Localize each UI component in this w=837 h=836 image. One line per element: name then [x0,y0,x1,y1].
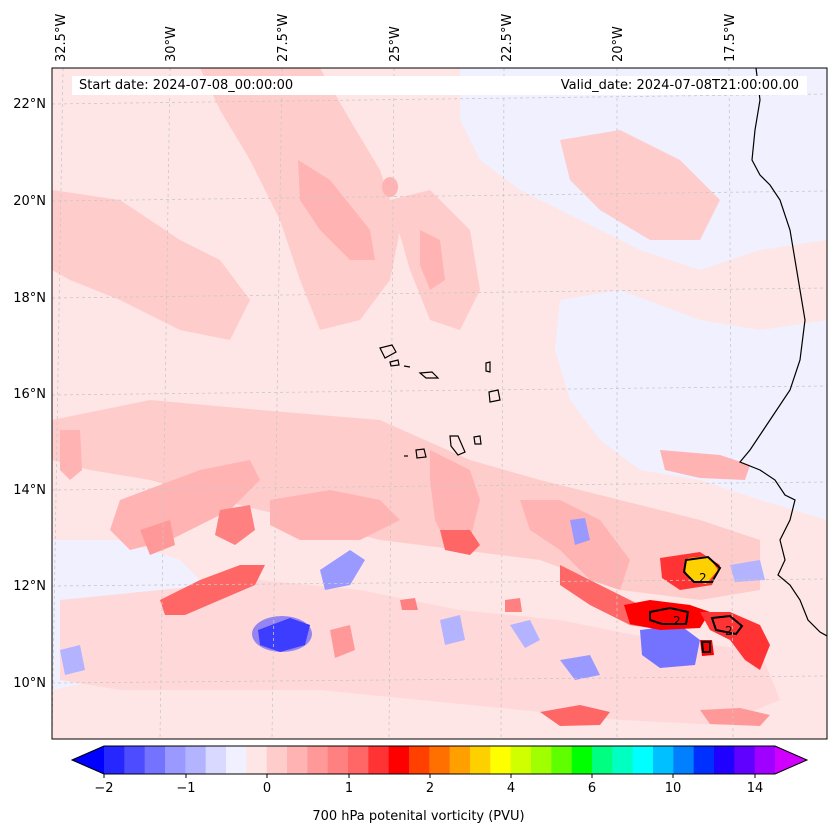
colorbar-swatch [693,746,715,774]
contour-label: 2 [699,571,707,585]
latitude-label: 14°N [13,483,46,498]
pv-field: 2 2 2 [52,68,827,739]
colorbar-extend-max [775,746,807,774]
longitude-label: 27.5°W [276,13,291,62]
colorbar-swatch [653,746,674,774]
colorbar-swatch [388,746,410,774]
map-frame [51,67,828,740]
colorbar-swatch [348,746,369,774]
colorbar-tick-label: 14 [746,781,764,796]
valid-date-label: Valid_date: 2024-07-08T21:00:00.00 [560,78,799,93]
longitude-label: 30°W [164,26,179,62]
colorbar-swatch [734,746,756,774]
colorbar-swatch [144,746,166,774]
colorbar-swatch [327,746,349,774]
colorbar-swatch [673,746,695,774]
latitude-label: 18°N [13,291,46,306]
colorbar-swatch [165,746,186,774]
latitude-label: 22°N [13,97,46,112]
date-info-bar: Start date: 2024-07-08_00:00:00 Valid_da… [72,76,807,95]
colorbar-swatch [571,746,593,774]
latitude-label: 10°N [13,676,46,691]
colorbar-tick-label: 6 [587,781,597,796]
latitude-label: 20°N [13,194,46,209]
colorbar-swatch [551,746,573,774]
colorbar-extend-min [72,746,104,774]
colorbar-tick-label: 10 [664,781,682,796]
colorbar-swatch [714,746,735,774]
colorbar [70,745,809,775]
colorbar-swatch [205,746,227,774]
colorbar-swatch [226,746,247,774]
colorbar-tick-label: 2 [425,781,435,796]
colorbar-tick-label: −2 [94,781,114,796]
latitude-label: 12°N [13,579,46,594]
colorbar-swatch [409,746,430,774]
colorbar-tick-label: 1 [344,781,354,796]
colorbar-swatch [531,746,552,774]
colorbar-swatch [368,746,390,774]
latitude-label: 16°N [13,387,46,402]
colorbar-swatch [612,746,634,774]
colorbar-swatch [104,746,125,774]
longitude-label: 17.5°W [723,13,738,62]
colorbar-swatch [246,746,268,774]
colorbar-swatch [429,746,451,774]
start-date-label: Start date: 2024-07-08_00:00:00 [79,78,294,93]
longitude-label: 25°W [388,26,403,62]
colorbar-tick-label: 0 [262,781,272,796]
colorbar-tick-label: 4 [506,781,516,796]
colorbar-swatch [632,746,654,774]
colorbar-swatch [185,746,207,774]
longitude-label: 32.5°W [54,13,69,62]
contour-label: 2 [673,614,681,628]
colorbar-swatch [754,746,776,774]
colorbar-ticks [103,774,756,778]
colorbar-swatch [470,746,491,774]
colorbar-swatch [124,746,146,774]
longitude-label: 22.5°W [500,13,515,62]
colorbar-title: 700 hPa potenital vorticity (PVU) [312,809,525,824]
colorbar-swatch [592,746,613,774]
colorbar-swatch [307,746,329,774]
contour-label: 2 [725,624,733,638]
longitude-label: 20°W [611,26,626,62]
colorbar-tick-label: −1 [176,781,196,796]
colorbar-swatch [449,746,471,774]
colorbar-swatch [287,746,308,774]
colorbar-swatch [266,746,288,774]
colorbar-swatch [510,746,532,774]
colorbar-swatch [490,746,512,774]
